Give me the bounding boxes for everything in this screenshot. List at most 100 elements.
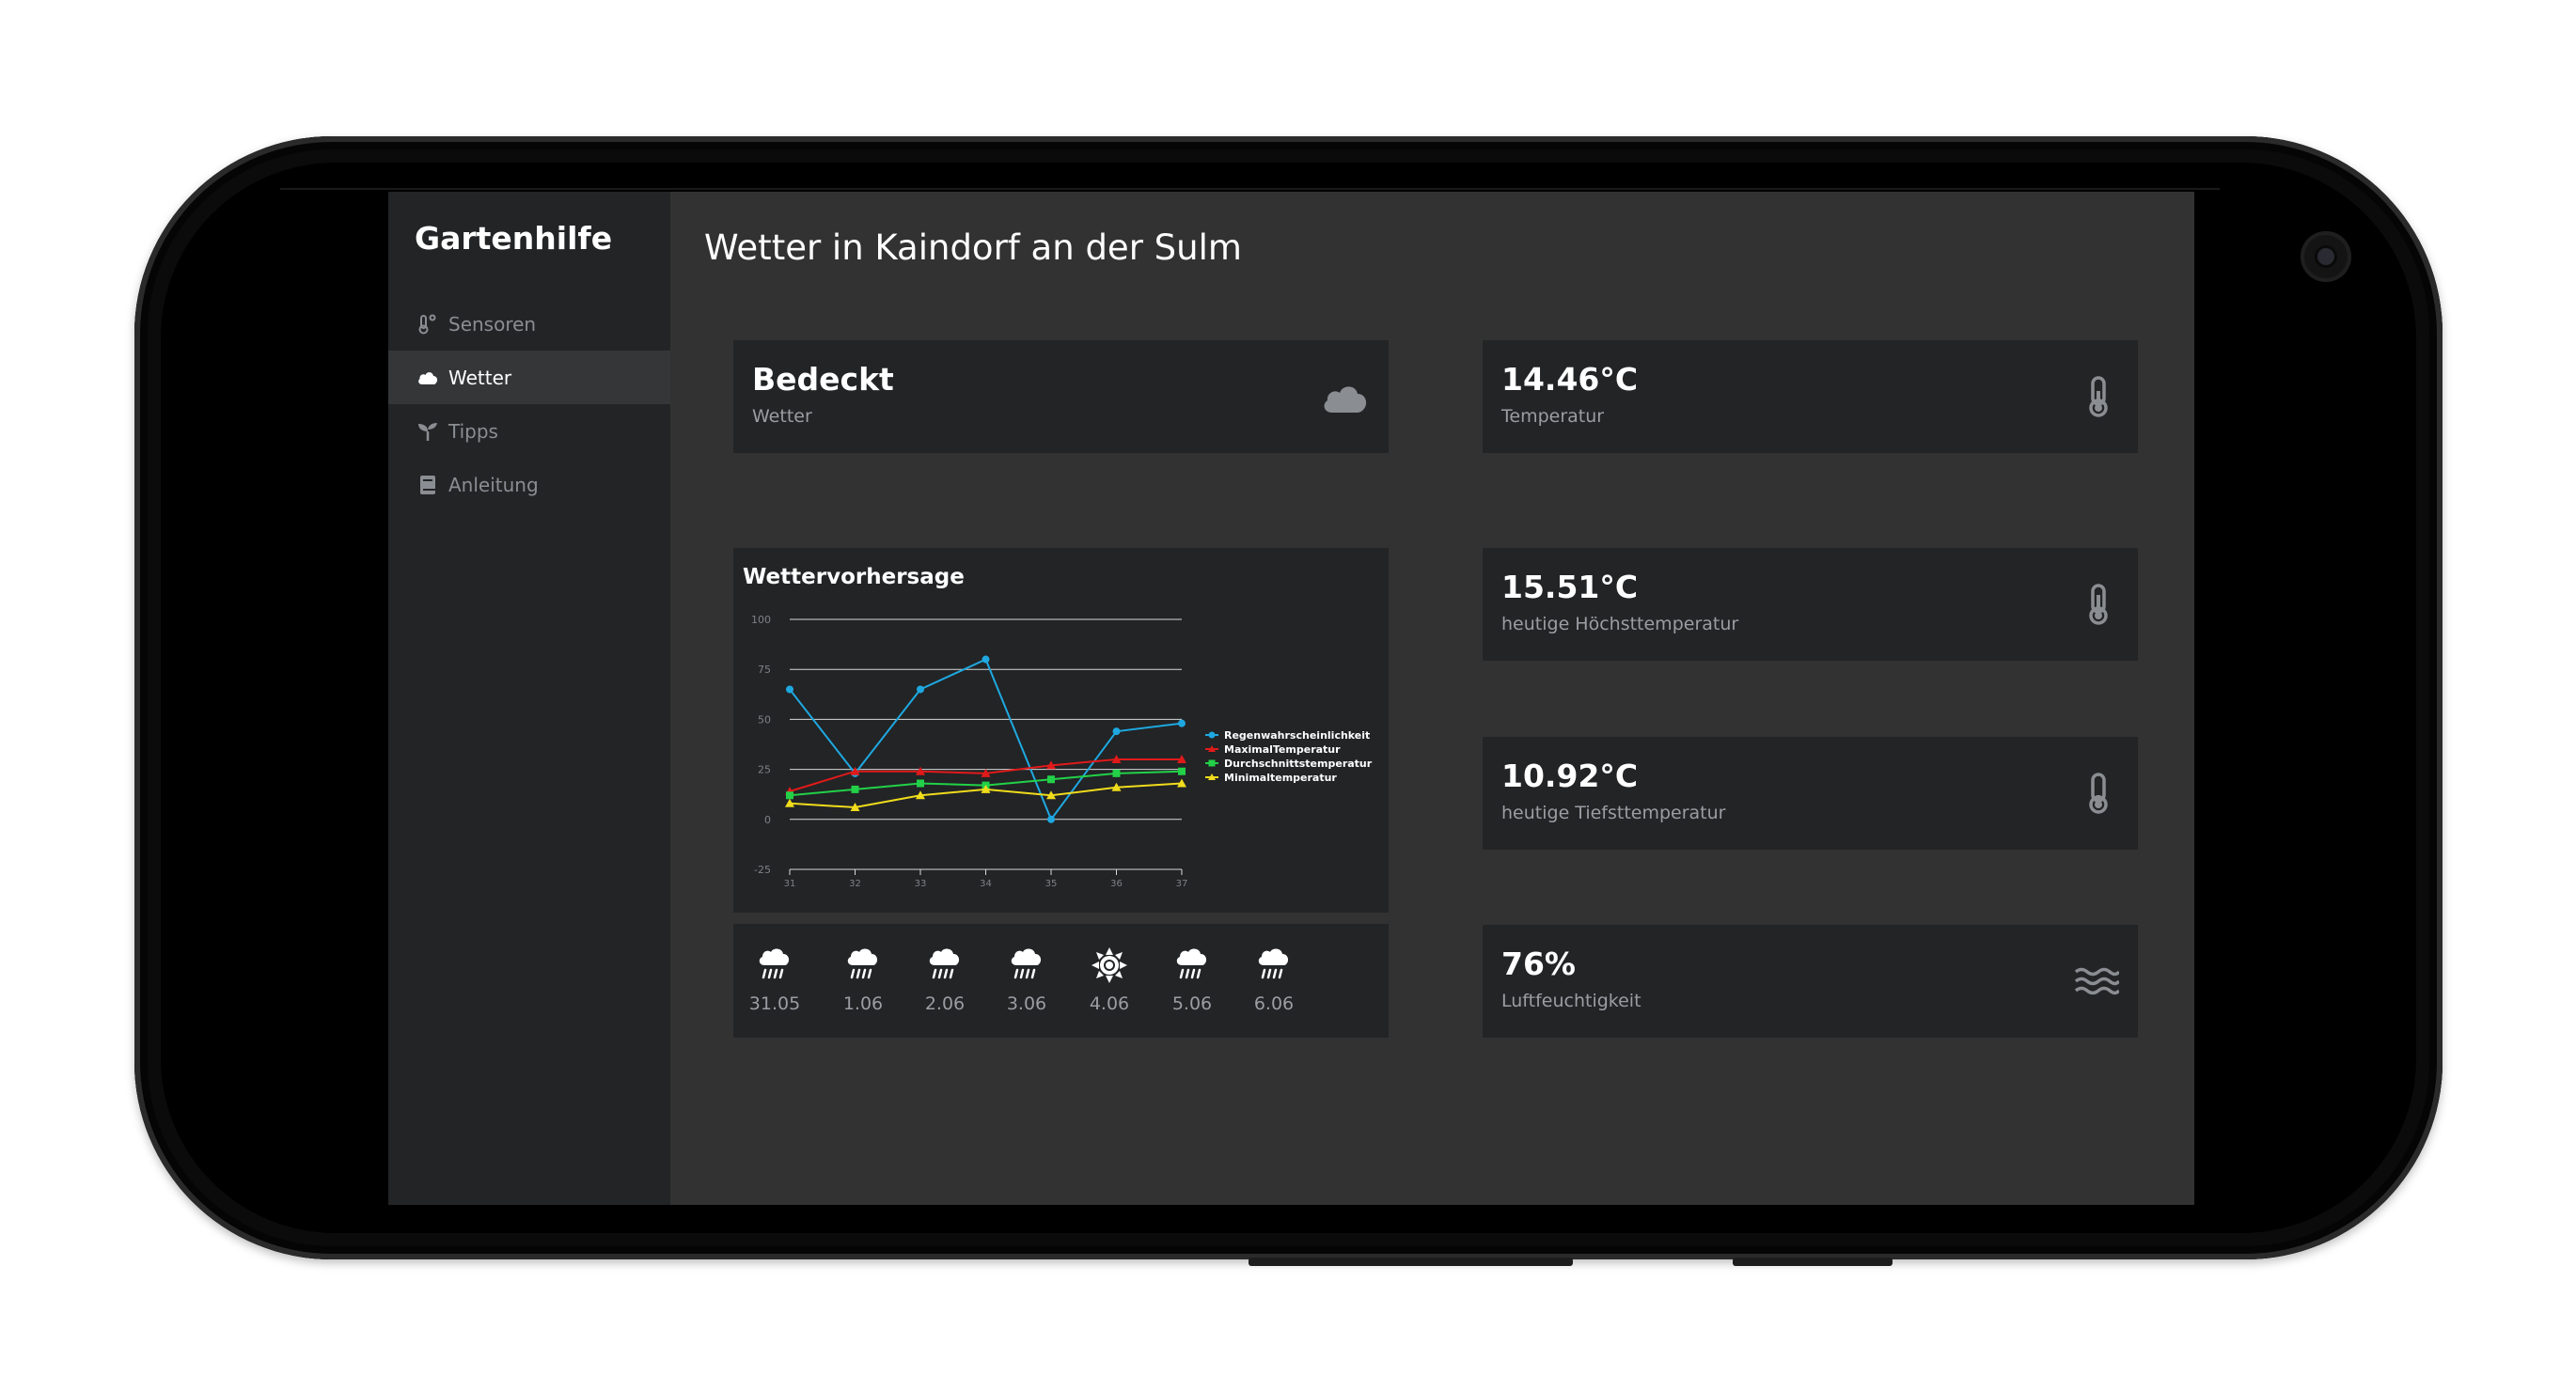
forecast-date: 1.06 (842, 993, 884, 1014)
humidity-label: Luftfeuchtigkeit (1501, 991, 1641, 1011)
legend-label: Minimaltemperatur (1224, 772, 1337, 784)
weather-value: Bedeckt (752, 361, 894, 398)
phone-side-button (1733, 1258, 1893, 1266)
forecast-day-4: 4.06 (1068, 946, 1151, 1014)
sidebar-item-label: Tipps (448, 419, 498, 443)
sidebar-item-label: Sensoren (448, 312, 537, 336)
sidebar: Gartenhilfe Sensoren Wetter Tipps Anleit… (388, 192, 670, 1205)
data-point (850, 766, 860, 775)
forecast-date: 6.06 (1253, 993, 1295, 1014)
max-temperature-card: 15.51°C heutige Höchsttemperatur (1483, 548, 2138, 661)
thermometer-icon (2087, 376, 2110, 421)
forecast-day-3: 3.06 (985, 946, 1068, 1014)
daily-forecast-card: 31.05 1.06 2.06 3.06 4.06 5.06 6.06 (733, 924, 1389, 1038)
chart-title: Wettervorhersage (743, 565, 965, 589)
rain-cloud-icon (733, 946, 816, 984)
rain-cloud-icon (822, 946, 904, 984)
weather-label: Wetter (752, 406, 812, 427)
min-temperature-label: heutige Tiefsttemperatur (1501, 803, 1726, 823)
data-point (916, 790, 925, 800)
sun-icon (1068, 946, 1151, 984)
data-point (1047, 815, 1055, 823)
data-point (982, 655, 990, 664)
legend-label: Regenwahrscheinlichkeit (1224, 729, 1370, 742)
thermometer-degree-icon (416, 313, 439, 336)
forecast-date: 4.06 (1089, 993, 1130, 1014)
sidebar-item-anleitung[interactable]: Anleitung (388, 458, 670, 511)
y-tick-label: -25 (754, 864, 771, 876)
data-point (1046, 790, 1056, 800)
data-point (981, 768, 991, 777)
forecast-day-0: 31.05 (733, 946, 816, 1014)
y-tick-label: 0 (764, 814, 771, 826)
data-point (1177, 754, 1186, 763)
humidity-value: 76% (1501, 946, 1576, 982)
x-tick-label: 31 (784, 879, 796, 889)
thermometer-icon (2087, 773, 2110, 818)
legend-label: Durchschnittstemperatur (1224, 758, 1373, 770)
app-screen: Gartenhilfe Sensoren Wetter Tipps Anleit… (388, 192, 2194, 1205)
data-point (1112, 727, 1121, 736)
legend-marker (1208, 731, 1216, 739)
temperature-value: 14.46°C (1501, 361, 1639, 398)
sidebar-item-wetter[interactable]: Wetter (388, 351, 670, 404)
forecast-day-6: 6.06 (1233, 946, 1315, 1014)
data-point (916, 766, 925, 775)
sidebar-item-tipps[interactable]: Tipps (388, 404, 670, 458)
data-point (1112, 769, 1121, 777)
app-brand[interactable]: Gartenhilfe (415, 220, 613, 257)
data-point (1111, 754, 1122, 763)
y-tick-label: 50 (758, 713, 771, 726)
data-point (851, 785, 859, 793)
data-point (786, 685, 793, 694)
x-tick-label: 32 (849, 879, 861, 889)
forecast-day-5: 5.06 (1151, 946, 1233, 1014)
weather-card: Bedeckt Wetter (733, 340, 1389, 453)
data-point (1178, 767, 1186, 775)
y-tick-label: 100 (751, 614, 771, 626)
legend-marker (1208, 745, 1216, 752)
max-temperature-label: heutige Höchsttemperatur (1501, 614, 1739, 634)
book-icon (416, 474, 439, 496)
forecast-chart-card: Wettervorhersage 100 75 50 25 0 -25 31 32 33 34 35… (733, 548, 1389, 913)
data-point (917, 779, 924, 788)
rain-cloud-icon (1151, 946, 1233, 984)
forecast-line-chart: 100 75 50 25 0 -25 31 32 33 34 35 36 37 Regenwahrsche… (751, 614, 1373, 889)
min-temperature-value: 10.92°C (1501, 758, 1639, 794)
max-temperature-value: 15.51°C (1501, 569, 1639, 605)
series-line (789, 658, 1183, 821)
data-point (850, 803, 860, 812)
y-tick-label: 25 (758, 764, 771, 776)
y-tick-label: 75 (758, 664, 771, 676)
x-tick-label: 33 (915, 879, 927, 889)
sidebar-item-sensoren[interactable]: Sensoren (388, 297, 670, 351)
data-point (917, 685, 924, 694)
phone-side-button (1249, 1258, 1573, 1266)
cloud-icon (1321, 378, 1370, 419)
temperature-label: Temperatur (1501, 406, 1605, 427)
sidebar-item-label: Wetter (448, 366, 512, 389)
seedling-icon (416, 420, 439, 443)
thermometer-icon (2087, 584, 2110, 629)
sidebar-item-label: Anleitung (448, 473, 539, 496)
phone-top-edge (280, 188, 2220, 190)
rain-cloud-icon (985, 946, 1068, 984)
data-point (786, 791, 793, 800)
legend-label: MaximalTemperatur (1224, 743, 1341, 756)
forecast-date: 31.05 (748, 993, 801, 1014)
temperature-card: 14.46°C Temperatur (1483, 340, 2138, 453)
forecast-date: 2.06 (924, 993, 966, 1014)
x-tick-label: 34 (980, 879, 992, 889)
data-point (1047, 775, 1055, 784)
legend-marker (1208, 759, 1216, 767)
data-point (1111, 782, 1122, 791)
min-temperature-card: 10.92°C heutige Tiefsttemperatur (1483, 737, 2138, 850)
rain-cloud-icon (903, 946, 986, 984)
humidity-card: 76% Luftfeuchtigkeit (1483, 925, 2138, 1038)
data-point (785, 798, 794, 807)
forecast-day-2: 2.06 (903, 946, 986, 1014)
data-point (1177, 778, 1186, 788)
data-point (1046, 760, 1056, 770)
rain-cloud-icon (1233, 946, 1315, 984)
page-title: Wetter in Kaindorf an der Sulm (704, 227, 1242, 268)
